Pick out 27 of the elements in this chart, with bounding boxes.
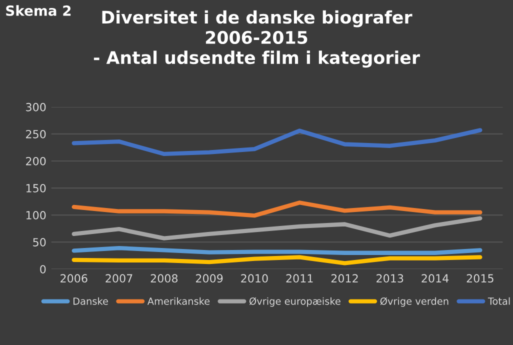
legend-label: Øvrige verden: [380, 297, 448, 307]
x-tick-label: 2014: [422, 274, 449, 283]
x-tick-label: 2010: [241, 274, 268, 283]
x-tick-label: 2015: [466, 274, 494, 283]
legend-label: Amerikanske: [147, 297, 210, 305]
x-tick-label: 2012: [331, 274, 358, 283]
y-tick-label: 0: [40, 265, 46, 274]
legend-label: Total: [488, 297, 510, 305]
text: Skema 2: [6, 5, 71, 16]
y-tick-label: 50: [33, 238, 46, 246]
line-series: [72, 128, 482, 156]
x-tick-label: 2011: [286, 274, 313, 283]
x-tick-label: 2006: [60, 274, 88, 283]
x-tick-label: 2009: [196, 274, 223, 283]
line-series: [72, 200, 482, 218]
y-tick-label: 100: [26, 211, 46, 220]
line-series: [72, 216, 482, 240]
y-tick-label: 300: [26, 102, 46, 112]
legend-label: Danske: [74, 297, 108, 305]
y-tick-label: 200: [26, 156, 46, 166]
y-tick-label: 150: [26, 184, 46, 192]
x-tick-label: 2007: [106, 274, 132, 283]
y-tick-label: 250: [26, 130, 46, 138]
legend-label: Øvrige europæiske: [249, 297, 340, 307]
x-tick-label: 2013: [376, 274, 404, 283]
x-tick-label: 2008: [150, 274, 178, 283]
chart-title: Diversitet i de danske biografer 2006-2015 - Antal udsendte film i kategorier: [94, 10, 420, 68]
